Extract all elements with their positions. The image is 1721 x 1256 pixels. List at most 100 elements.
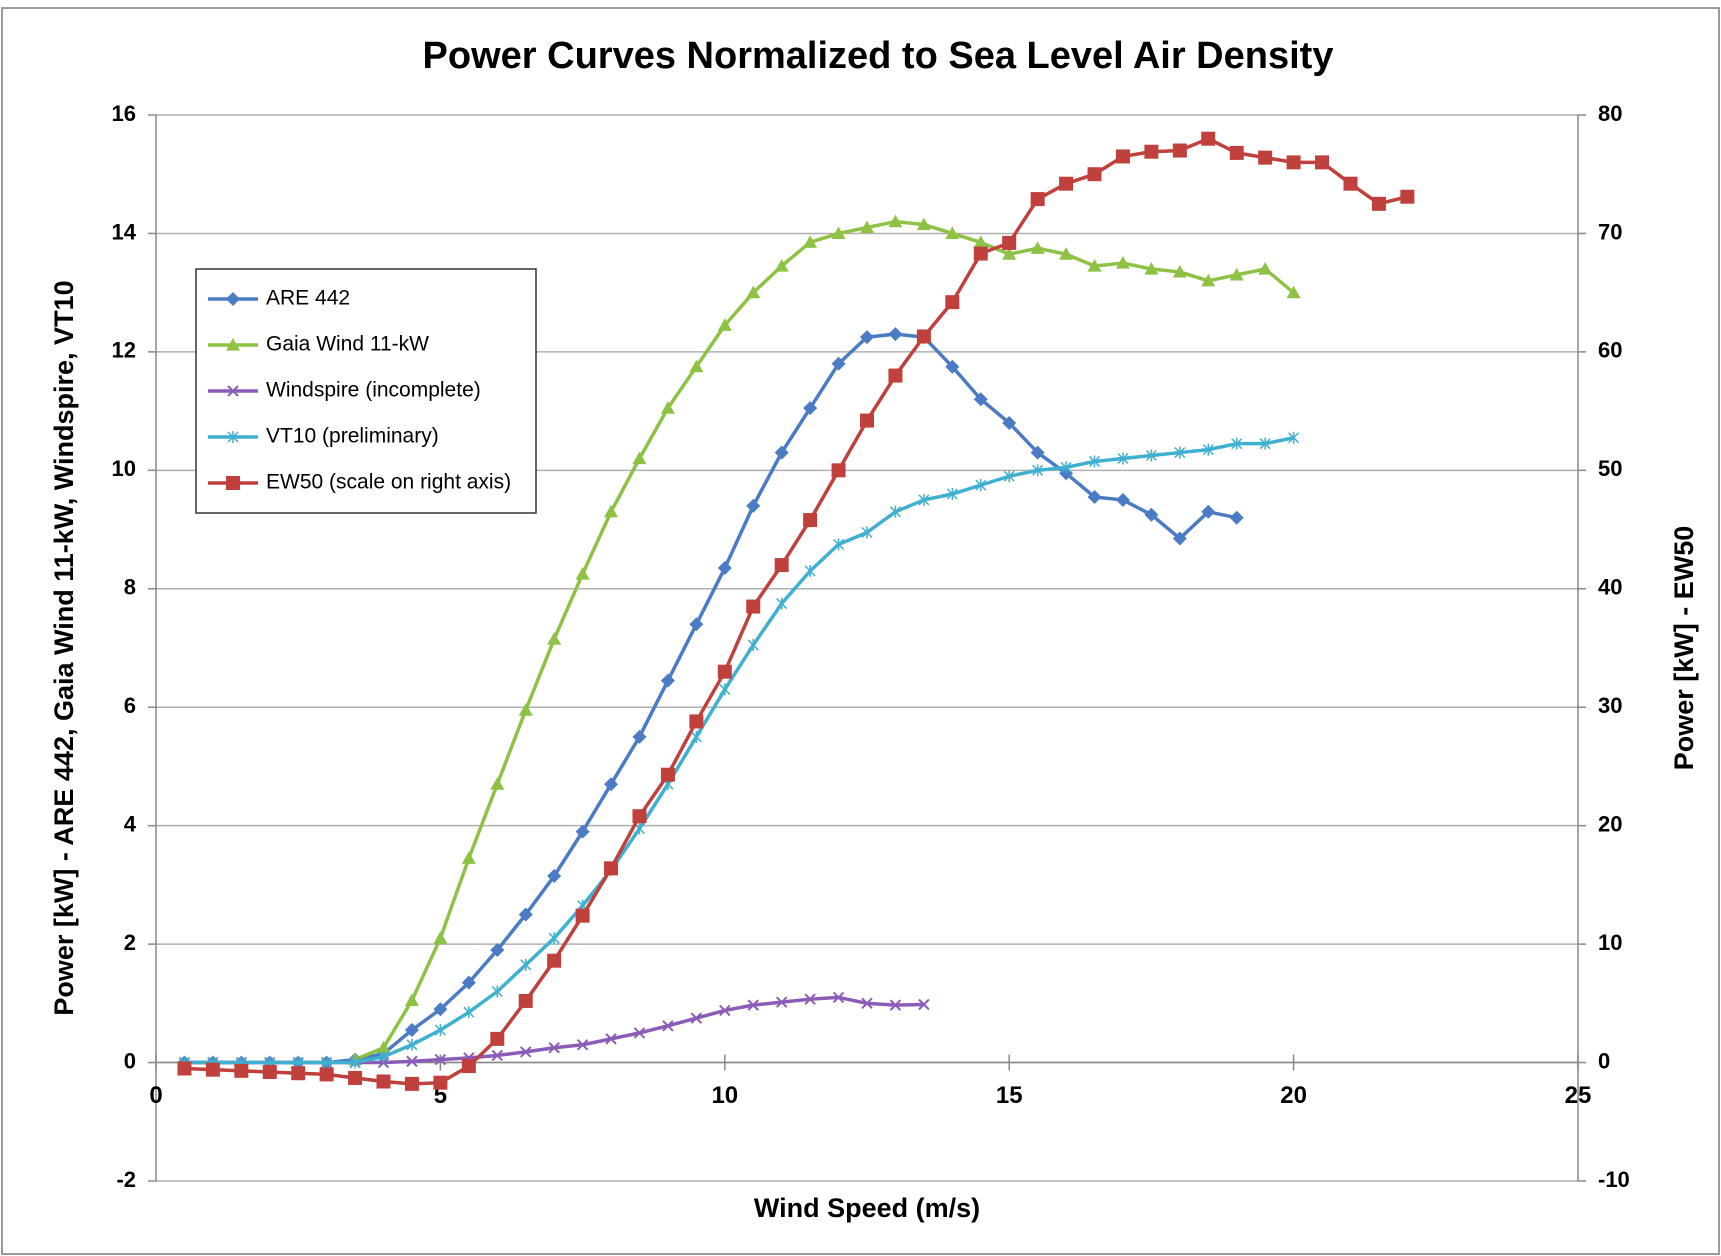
marker [1172, 143, 1187, 158]
marker [262, 1065, 277, 1080]
marker [1343, 176, 1358, 191]
y2-axis-label: Power [kW] - EW50 [1669, 526, 1699, 771]
marker [746, 498, 761, 513]
marker [575, 824, 590, 839]
marker [463, 1006, 475, 1019]
marker [918, 493, 930, 506]
marker [1259, 437, 1271, 450]
marker [1115, 149, 1130, 164]
y2-tick-label: 70 [1598, 219, 1622, 244]
marker [833, 538, 845, 551]
marker [1172, 264, 1187, 278]
marker [916, 329, 931, 344]
marker [774, 259, 789, 272]
legend-marker [226, 338, 240, 351]
marker [491, 985, 503, 998]
marker [946, 488, 958, 501]
marker [717, 664, 732, 679]
marker [1371, 196, 1386, 211]
marker [1059, 247, 1074, 260]
x-tick-label: 10 [711, 1082, 738, 1109]
y-tick-label: -2 [116, 1167, 136, 1192]
x-axis-label: Wind Speed (m/s) [754, 1193, 980, 1223]
marker [1400, 189, 1415, 204]
marker [803, 235, 818, 248]
marker [1002, 415, 1017, 430]
legend-marker [226, 292, 240, 306]
y2-tick-label: 30 [1598, 693, 1622, 718]
marker [1201, 504, 1216, 519]
marker [690, 730, 702, 743]
marker [861, 526, 873, 539]
y2-tick-label: 80 [1598, 101, 1622, 126]
marker [404, 993, 419, 1006]
marker [604, 777, 619, 792]
marker [319, 1067, 334, 1082]
marker [689, 714, 704, 729]
y2-tick-label: 20 [1598, 811, 1622, 836]
marker [719, 683, 731, 696]
chart-frame [1, 7, 1720, 1255]
marker [1201, 131, 1216, 146]
marker [575, 908, 590, 923]
marker [1030, 445, 1045, 460]
marker [1002, 235, 1017, 250]
legend-marker [226, 476, 240, 490]
marker [490, 1031, 505, 1046]
marker [632, 451, 647, 465]
marker [1202, 443, 1214, 456]
chart-title: Power Curves Normalized to Sea Level Air… [423, 35, 1334, 77]
marker [461, 975, 476, 990]
series [177, 131, 1415, 1091]
legend-marker [227, 385, 239, 397]
marker [888, 214, 903, 228]
marker [547, 953, 562, 968]
y2-tick-label: 10 [1598, 930, 1622, 955]
y-tick-label: 12 [112, 338, 136, 363]
marker [461, 851, 476, 864]
marker [861, 997, 873, 1010]
marker [433, 931, 448, 944]
y-axis-label: Power [kW] - ARE 442, Gaia Wind 11-kW, W… [49, 280, 79, 1015]
marker [832, 991, 845, 1004]
y-tick-label: 6 [124, 693, 136, 718]
marker [1229, 145, 1244, 160]
marker [775, 996, 788, 1008]
marker [1030, 192, 1045, 207]
marker [406, 1055, 418, 1068]
marker [1115, 256, 1130, 269]
marker [662, 1020, 674, 1032]
marker [889, 999, 902, 1011]
marker [860, 330, 874, 345]
marker [831, 463, 846, 478]
marker [746, 599, 761, 614]
marker [831, 226, 846, 240]
legend-label: VT10 (preliminary) [266, 425, 439, 448]
marker [717, 318, 732, 331]
marker [576, 1039, 589, 1051]
marker [860, 220, 874, 234]
marker [632, 809, 647, 824]
marker [376, 1074, 391, 1089]
marker [803, 513, 818, 528]
marker [434, 1053, 447, 1066]
marker [404, 1076, 419, 1091]
marker [660, 673, 675, 688]
marker [349, 1056, 361, 1069]
x-tick-label: 20 [1280, 1082, 1307, 1109]
marker [1087, 167, 1102, 182]
series [178, 431, 1300, 1069]
marker [1032, 464, 1044, 477]
x-tick-label: 15 [996, 1082, 1023, 1109]
marker [1030, 241, 1045, 254]
x-tick-label: 0 [149, 1082, 162, 1109]
marker [1088, 455, 1101, 468]
marker [434, 1023, 446, 1036]
marker [348, 1070, 363, 1085]
marker [1288, 431, 1300, 444]
y-tick-label: 2 [124, 930, 136, 955]
y2-tick-label: -10 [1598, 1167, 1630, 1192]
marker [404, 1022, 419, 1037]
marker [1117, 452, 1129, 465]
